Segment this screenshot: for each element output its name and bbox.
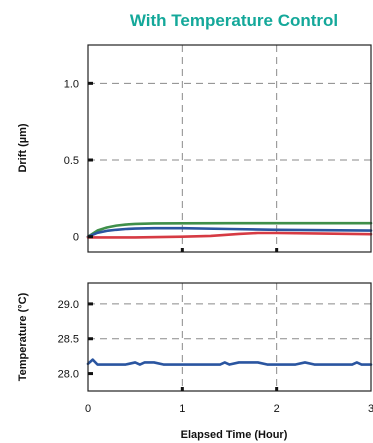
drift-series: [86, 221, 373, 239]
temperature-panel: 28.0 28.5 29.0 0 1 2 3 Temperature (°C) Elapse…: [17, 282, 373, 441]
drift-y-axis-label: Drift (µm): [17, 123, 29, 172]
temperature-gridlines: [88, 283, 371, 391]
x-axis-label: Elapsed Time (Hour): [181, 429, 288, 441]
temperature-series-line-1: [86, 358, 373, 366]
temperature-plot-frame: [87, 282, 372, 392]
temperature-ticks: 28.0 28.5 29.0 0 1 2 3: [58, 299, 373, 415]
drift-y-tick-label: 1.0: [64, 78, 79, 90]
drift-y-tick-label: 0.5: [64, 155, 79, 167]
drift-panel: 0 0.5 1.0 Drift (µm): [17, 44, 373, 253]
drift-series-line-2: [86, 226, 373, 238]
temperature-y-tick-label: 29.0: [58, 299, 79, 311]
temperature-y-axis-label: Temperature (°C): [17, 292, 29, 381]
x-tick-label: 3: [368, 403, 373, 415]
drift-plot-frame: [87, 44, 372, 253]
drift-series-line-1: [86, 221, 373, 238]
drift-y-tick-label: 0: [73, 232, 79, 244]
temperature-y-tick-label: 28.0: [58, 369, 79, 381]
temperature-series: [86, 358, 373, 366]
x-tick-label: 2: [274, 403, 280, 415]
chart-title: With Temperature Control: [130, 11, 338, 30]
drift-gridlines: [88, 45, 371, 252]
drift-series-line-3: [86, 231, 373, 239]
temperature-y-tick-label: 28.5: [58, 334, 79, 346]
x-tick-label: 1: [179, 403, 185, 415]
x-tick-label: 0: [85, 403, 91, 415]
drift-ticks: 0 0.5 1.0: [64, 78, 279, 252]
